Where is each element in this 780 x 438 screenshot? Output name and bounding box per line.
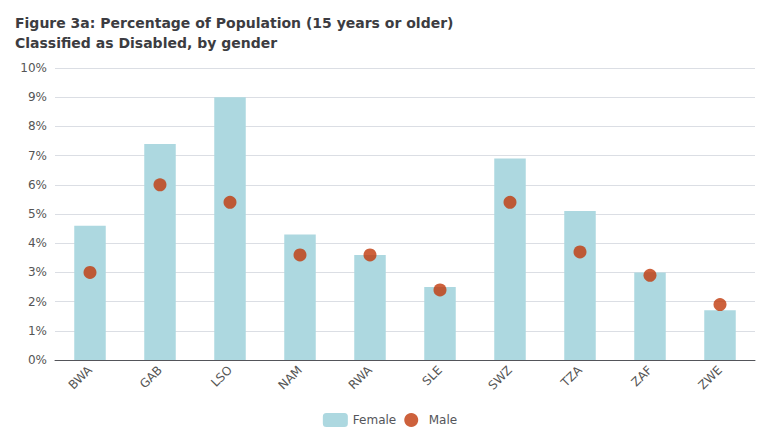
svg-text:3%: 3%	[28, 265, 47, 279]
svg-text:GAB: GAB	[137, 363, 165, 391]
svg-text:NAM: NAM	[276, 363, 305, 392]
svg-text:SWZ: SWZ	[485, 363, 514, 392]
svg-text:RWA: RWA	[346, 362, 376, 392]
svg-text:10%: 10%	[20, 61, 47, 75]
svg-text:6%: 6%	[28, 178, 47, 192]
svg-text:SLE: SLE	[420, 363, 445, 388]
svg-text:Figure 3a: Percentage of Popul: Figure 3a: Percentage of Population (15 …	[15, 15, 453, 31]
svg-text:9%: 9%	[28, 90, 47, 104]
svg-text:8%: 8%	[28, 119, 47, 133]
svg-text:5%: 5%	[28, 207, 47, 221]
svg-text:4%: 4%	[28, 236, 47, 250]
svg-text:7%: 7%	[28, 149, 47, 163]
svg-text:2%: 2%	[28, 295, 47, 309]
svg-text:LSO: LSO	[208, 363, 235, 390]
svg-text:Female: Female	[353, 413, 396, 427]
svg-text:Classified as Disabled, by gen: Classified as Disabled, by gender	[15, 35, 277, 51]
svg-text:0%: 0%	[28, 353, 47, 367]
svg-text:TZA: TZA	[558, 362, 586, 390]
svg-text:BWA: BWA	[66, 362, 96, 392]
svg-text:1%: 1%	[28, 324, 47, 338]
svg-text:ZAF: ZAF	[629, 363, 655, 389]
svg-text:ZWE: ZWE	[696, 363, 725, 392]
svg-text:Male: Male	[429, 413, 457, 427]
